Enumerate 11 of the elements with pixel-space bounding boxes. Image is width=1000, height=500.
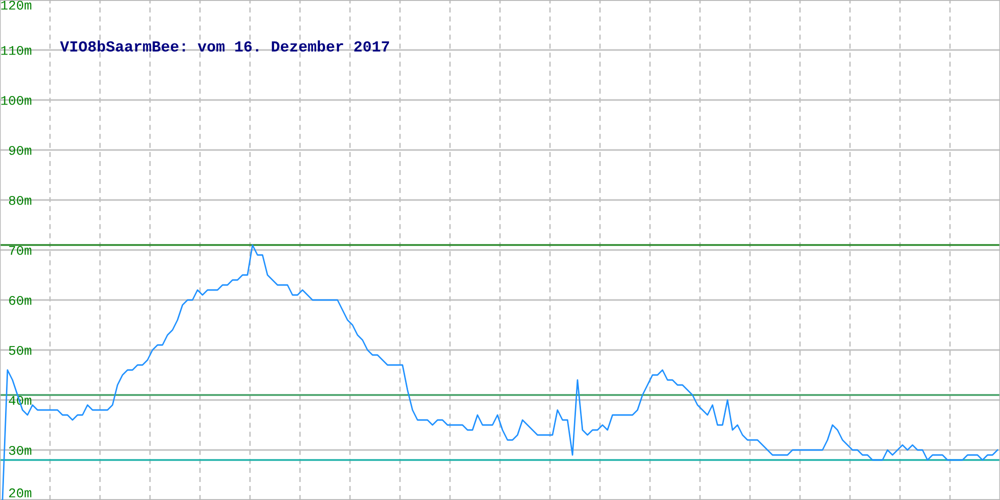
y-tick-label: 60m: [9, 296, 32, 305]
y-tick-label: 120m: [1, 0, 32, 10]
text: VIO8bSaarmBee: vom 16. Dezember 2017: [60, 40, 390, 52]
y-tick-label: 70m: [9, 246, 32, 255]
y-tick-label: 20m: [9, 488, 32, 498]
y-tick-label: 100m: [1, 96, 32, 105]
y-tick-label: 90m: [9, 146, 32, 155]
y-tick-label: 110m: [1, 46, 32, 55]
y-tick-label: 80m: [9, 196, 32, 205]
y-tick-label: 50m: [9, 346, 32, 355]
y-tick-label: 30m: [9, 446, 32, 455]
